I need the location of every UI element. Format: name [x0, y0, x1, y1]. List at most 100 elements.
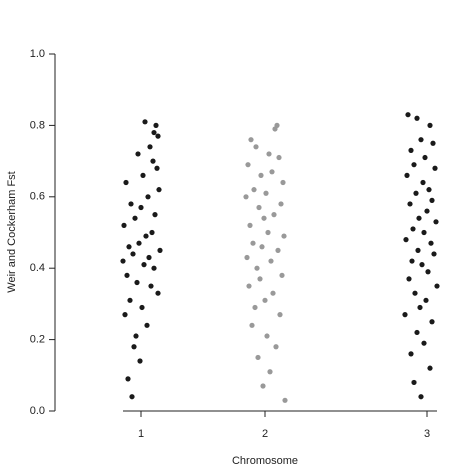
point: [147, 144, 153, 150]
point: [267, 369, 273, 375]
point: [434, 283, 440, 289]
point: [155, 290, 161, 296]
point: [130, 251, 136, 257]
point: [420, 179, 426, 186]
point: [260, 383, 266, 389]
x-tick-label: 2: [262, 428, 268, 440]
point: [430, 140, 436, 146]
point: [250, 240, 256, 246]
point: [418, 394, 424, 400]
point: [123, 179, 129, 186]
point: [257, 276, 263, 282]
point: [137, 358, 143, 364]
point: [408, 147, 414, 153]
point: [411, 379, 417, 386]
point: [136, 240, 142, 246]
point: [411, 162, 417, 168]
point: [265, 229, 271, 236]
point: [405, 112, 411, 118]
y-tick-label: 0.2: [30, 334, 45, 346]
point: [138, 204, 144, 211]
point: [131, 344, 137, 350]
point: [153, 122, 159, 128]
point: [406, 276, 412, 282]
point: [263, 190, 269, 196]
point: [142, 119, 148, 125]
point: [261, 215, 267, 221]
point: [122, 312, 128, 318]
point: [254, 265, 260, 271]
point: [426, 187, 432, 193]
point: [402, 312, 408, 318]
point: [124, 272, 130, 278]
point: [273, 344, 279, 350]
point: [423, 297, 429, 303]
point: [245, 162, 251, 168]
point: [417, 304, 423, 311]
y-tick-label: 1.0: [30, 48, 45, 60]
point: [140, 172, 146, 178]
point: [127, 297, 133, 303]
point: [247, 222, 253, 228]
point: [410, 226, 416, 232]
point: [150, 158, 156, 164]
point: [432, 165, 438, 171]
point: [148, 283, 154, 289]
x-axis-label: Chromosome: [232, 455, 298, 467]
point: [129, 394, 135, 400]
point: [133, 333, 139, 339]
point: [248, 137, 254, 143]
point: [429, 319, 435, 325]
point: [270, 290, 276, 296]
point: [275, 247, 281, 253]
point: [269, 169, 275, 175]
point: [433, 219, 439, 225]
point: [252, 304, 258, 311]
point: [421, 340, 427, 346]
point: [157, 247, 163, 253]
point: [259, 244, 265, 250]
point: [268, 258, 274, 264]
y-tick-label: 0.6: [30, 191, 45, 203]
point: [414, 115, 420, 121]
point: [154, 165, 160, 171]
point: [258, 172, 264, 178]
point: [156, 187, 162, 193]
x-tick-label: 1: [138, 428, 144, 440]
point: [253, 144, 259, 150]
point: [251, 187, 257, 193]
point: [151, 129, 157, 136]
point: [414, 329, 420, 336]
point: [278, 201, 284, 207]
point: [272, 126, 278, 132]
point: [145, 194, 151, 200]
point: [422, 154, 428, 161]
point: [151, 265, 157, 271]
y-axis-label: Weir and Cockerham Fst: [6, 171, 18, 292]
point: [266, 151, 272, 157]
point: [427, 122, 433, 128]
point: [282, 397, 288, 403]
point: [262, 297, 268, 303]
point: [255, 354, 261, 361]
point: [431, 251, 437, 257]
point: [415, 247, 421, 253]
point: [419, 262, 425, 268]
point: [264, 333, 270, 339]
point: [428, 240, 434, 246]
y-tick-label: 0.0: [30, 405, 45, 417]
point: [246, 283, 252, 289]
point: [408, 351, 414, 357]
point: [144, 322, 150, 328]
point: [146, 254, 152, 261]
point: [404, 172, 410, 178]
point: [429, 197, 435, 203]
point: [281, 233, 287, 239]
point: [421, 229, 427, 236]
point: [271, 212, 277, 218]
point: [256, 204, 262, 211]
x-tick-label: 3: [424, 428, 430, 440]
point: [249, 322, 255, 328]
